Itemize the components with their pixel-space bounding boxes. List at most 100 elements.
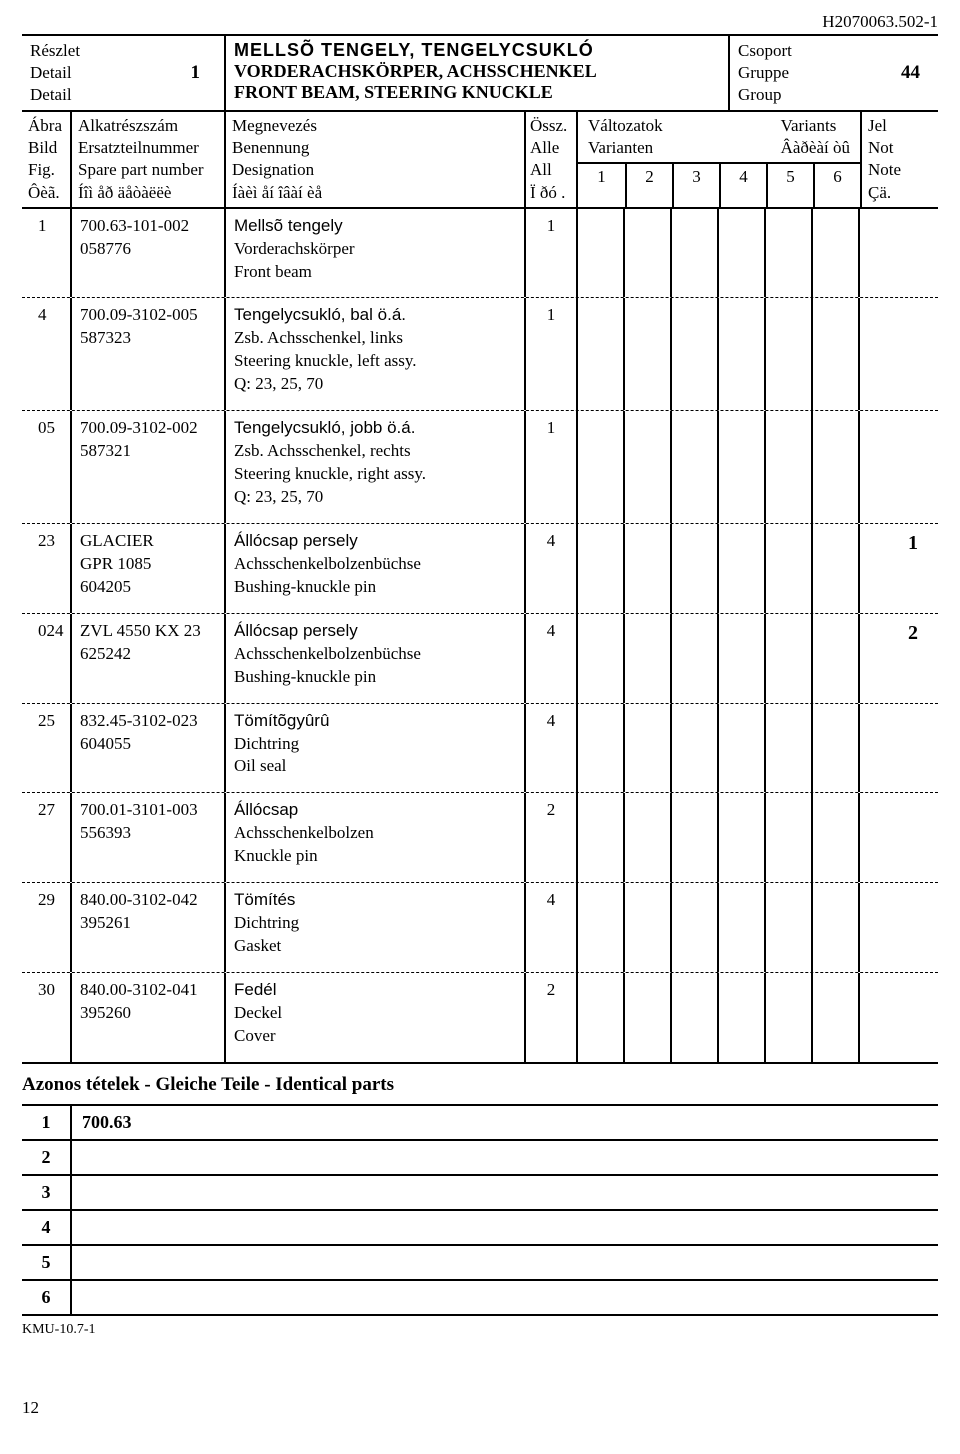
cell-variant — [623, 524, 670, 613]
title-de: VORDERACHSKÖRPER, ACHSSCHENKEL — [234, 61, 720, 82]
hdr-left-l1: Részlet — [30, 40, 80, 62]
col-part-l1: Alkatrészszám — [78, 115, 218, 137]
col-desc-l1: Megnevezés — [232, 115, 518, 137]
cell-variant — [576, 411, 623, 523]
identical-val — [70, 1246, 938, 1279]
cell-variant — [764, 614, 811, 703]
col-qty-l1: Össz. — [530, 115, 572, 137]
identical-num: 2 — [22, 1141, 70, 1174]
variant-3: 3 — [672, 164, 719, 206]
cell-variant — [764, 298, 811, 410]
cell-note — [858, 973, 936, 1062]
header-right: Csoport Gruppe Group 44 — [728, 36, 938, 112]
col-note-l2: Not — [868, 137, 932, 159]
cell-part: 840.00-3102-042395261 — [70, 883, 224, 972]
identical-row: 6 — [22, 1281, 938, 1316]
col-note-l4: Çä. — [868, 182, 932, 204]
col-part-l2: Ersatzteilnummer — [78, 137, 218, 159]
identical-val — [70, 1141, 938, 1174]
cell-variant — [811, 973, 858, 1062]
cell-qty: 1 — [524, 411, 576, 523]
hdr-right-l3: Group — [738, 84, 792, 106]
col-desc-l3: Designation — [232, 159, 518, 181]
cell-part: 840.00-3102-041395260 — [70, 973, 224, 1062]
cell-variant — [811, 209, 858, 298]
cell-variant — [576, 883, 623, 972]
cell-variant — [670, 298, 717, 410]
cell-desc: Mellsõ tengelyVorderachskörperFront beam — [224, 209, 524, 298]
cell-variant — [717, 614, 764, 703]
cell-variant — [670, 524, 717, 613]
identical-num: 3 — [22, 1176, 70, 1209]
identical-num: 1 — [22, 1106, 70, 1139]
cell-fig: 30 — [22, 973, 70, 1062]
identical-row: 3 — [22, 1176, 938, 1211]
cell-fig: 1 — [22, 209, 70, 298]
cell-qty: 2 — [524, 973, 576, 1062]
cell-variant — [576, 793, 623, 882]
table-row: 30840.00-3102-041395260FedélDeckelCover2 — [22, 973, 938, 1064]
cell-variant — [623, 704, 670, 793]
cell-note: 1 — [858, 524, 936, 613]
cell-variant — [764, 973, 811, 1062]
cell-variant — [623, 614, 670, 703]
col-fig-l4: Ôèã. — [28, 182, 64, 204]
cell-variant — [717, 883, 764, 972]
col-fig-l3: Fig. — [28, 159, 64, 181]
table-row: 25832.45-3102-023604055TömítõgyûrûDichtr… — [22, 704, 938, 794]
identical-num: 4 — [22, 1211, 70, 1244]
table-row: 1700.63-101-002058776Mellsõ tengelyVorde… — [22, 209, 938, 299]
cell-part: ZVL 4550 KX 23625242 — [70, 614, 224, 703]
cell-variant — [764, 883, 811, 972]
title-hu: MELLSÕ TENGELY, TENGELYCSUKLÓ — [234, 40, 720, 61]
cell-variant — [717, 973, 764, 1062]
col-note-l1: Jel — [868, 115, 932, 137]
table-row: 27700.01-3101-003556393ÁllócsapAchsschen… — [22, 793, 938, 883]
identical-num: 6 — [22, 1281, 70, 1314]
cell-variant — [764, 704, 811, 793]
col-fig-l1: Ábra — [28, 115, 64, 137]
detail-number: 1 — [191, 62, 201, 84]
cell-qty: 2 — [524, 793, 576, 882]
cell-variant — [576, 704, 623, 793]
cell-desc: TömítõgyûrûDichtringOil seal — [224, 704, 524, 793]
cell-desc: Tengelycsukló, jobb ö.á.Zsb. Achsschenke… — [224, 411, 524, 523]
cell-fig: 05 — [22, 411, 70, 523]
column-headers: Ábra Bild Fig. Ôèã. Alkatrészszám Ersatz… — [22, 112, 938, 208]
cell-qty: 1 — [524, 298, 576, 410]
cell-qty: 4 — [524, 883, 576, 972]
col-qty-l3: All — [530, 159, 572, 181]
table-row: 29840.00-3102-042395261TömítésDichtringG… — [22, 883, 938, 973]
cell-qty: 4 — [524, 614, 576, 703]
cell-desc: Tengelycsukló, bal ö.á.Zsb. Achsschenkel… — [224, 298, 524, 410]
cell-part: 700.01-3101-003556393 — [70, 793, 224, 882]
cell-variant — [623, 793, 670, 882]
cell-variant — [576, 298, 623, 410]
cell-variant — [811, 704, 858, 793]
cell-variant — [811, 614, 858, 703]
cell-note — [858, 704, 936, 793]
cell-note — [858, 209, 936, 298]
identical-num: 5 — [22, 1246, 70, 1279]
variants-ru: Âàðèàí òû — [781, 137, 850, 159]
cell-variant — [764, 411, 811, 523]
cell-desc: Állócsap perselyAchsschenkelbolzenbüchse… — [224, 524, 524, 613]
cell-fig: 29 — [22, 883, 70, 972]
variant-1: 1 — [578, 164, 625, 206]
parts-table-body: 1700.63-101-002058776Mellsõ tengelyVorde… — [22, 209, 938, 1064]
identical-row: 5 — [22, 1246, 938, 1281]
cell-part: 700.09-3102-002587321 — [70, 411, 224, 523]
footer-code: KMU-10.7-1 — [22, 1316, 938, 1338]
cell-variant — [717, 704, 764, 793]
table-row: 024ZVL 4550 KX 23625242Állócsap perselyA… — [22, 614, 938, 704]
hdr-right-l1: Csoport — [738, 40, 792, 62]
col-qty-l4: Ï ðó . — [530, 182, 572, 204]
cell-variant — [670, 411, 717, 523]
cell-variant — [764, 209, 811, 298]
title-en: FRONT BEAM, STEERING KNUCKLE — [234, 82, 720, 103]
cell-variant — [576, 524, 623, 613]
cell-variant — [811, 883, 858, 972]
identical-parts-rows: 1700.6323456 — [22, 1106, 938, 1316]
variant-5: 5 — [766, 164, 813, 206]
variants-de: Varianten — [588, 137, 663, 159]
